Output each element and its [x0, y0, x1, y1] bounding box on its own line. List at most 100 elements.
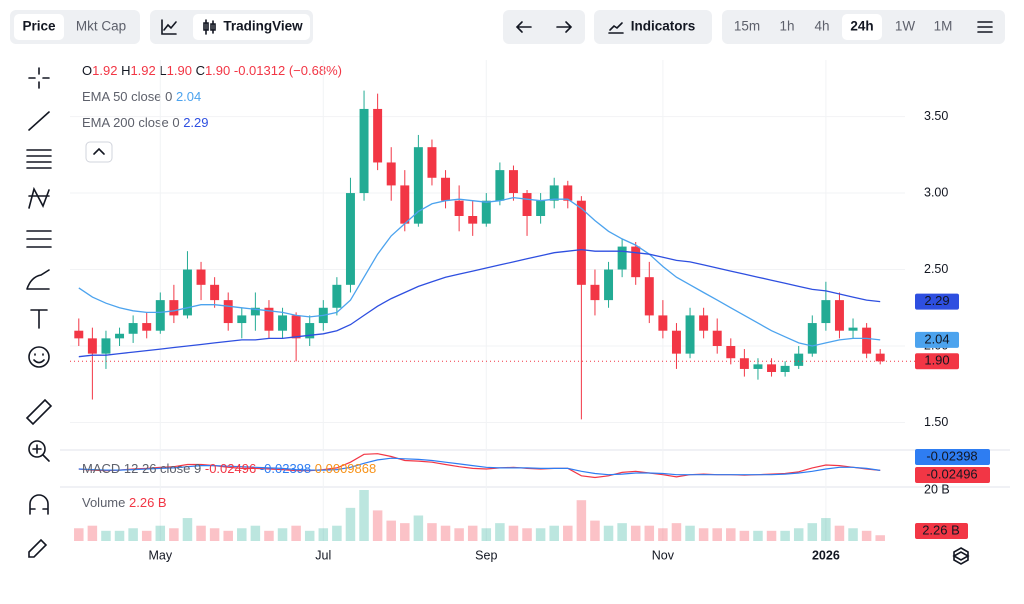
candle-body — [278, 315, 288, 331]
ema50-name: EMA 50 close 0 — [82, 89, 172, 104]
interval-button[interactable]: 1W — [895, 19, 916, 34]
interval-selected[interactable] — [842, 14, 882, 40]
volume-bar — [848, 528, 858, 541]
volume-bar — [291, 525, 301, 541]
volume-bar — [467, 525, 478, 541]
trendline-tool[interactable] — [28, 111, 50, 131]
volume-bar — [793, 528, 804, 541]
interval-button[interactable]: 1h — [779, 19, 794, 34]
magnet-tool[interactable] — [29, 494, 49, 515]
candle-body — [780, 365, 790, 372]
volume-bar — [495, 523, 505, 541]
price-label[interactable]: Price — [22, 19, 56, 34]
volume-bar — [698, 528, 709, 541]
indicators-icon — [608, 22, 624, 34]
volume-bar — [196, 525, 206, 541]
settings-icon[interactable] — [977, 21, 993, 33]
volume-bar — [807, 523, 818, 541]
volume-bar — [563, 525, 573, 541]
legend-low: 1.90 — [167, 63, 192, 78]
legend-change-pct: (−0.68%) — [289, 63, 342, 78]
volume-badge — [915, 523, 968, 539]
emoji-tool[interactable] — [28, 346, 50, 368]
ema-line — [78, 248, 881, 358]
interval-button[interactable]: 15m — [734, 19, 760, 34]
candle-body — [644, 277, 654, 316]
volume-value: 2.26 B — [129, 495, 167, 510]
candle-body — [427, 147, 437, 178]
interval-button[interactable]: 24h — [850, 19, 873, 34]
candle-body — [210, 284, 220, 301]
macd-name: MACD 12 26 close 9 — [82, 461, 201, 476]
candle-body — [454, 200, 464, 216]
price-badge — [915, 331, 959, 348]
candle-body — [182, 269, 192, 316]
line-chart-icon[interactable] — [161, 19, 177, 35]
brush-tool[interactable] — [26, 269, 50, 290]
volume-bar — [549, 525, 559, 541]
price-badge-label: 2.04 — [924, 331, 949, 346]
ema200-legend: EMA 200 close 0 2.29 — [82, 115, 209, 130]
tradingview-button[interactable] — [193, 14, 310, 40]
interval-button[interactable]: 4h — [814, 19, 829, 34]
candle-body — [142, 323, 152, 331]
volume-bar — [318, 528, 329, 541]
candle-body — [604, 269, 614, 301]
candle-body — [481, 200, 491, 224]
lock-tool[interactable] — [28, 538, 48, 558]
ruler-tool[interactable] — [25, 398, 53, 426]
candle-body — [631, 246, 641, 278]
pattern-tool[interactable] — [28, 186, 50, 209]
volume-bar — [155, 525, 166, 541]
macd-line — [78, 457, 881, 476]
volume-bar — [671, 523, 682, 541]
macd-value: -0.02496 — [205, 461, 256, 476]
indicators-label[interactable]: Indicators — [631, 19, 696, 34]
candle-body — [699, 315, 709, 331]
candle-body — [413, 147, 423, 224]
legend-close: 1.90 — [205, 63, 230, 78]
candle-body — [508, 170, 518, 194]
candle-icon — [203, 19, 216, 35]
tradingview-label[interactable]: TradingView — [223, 19, 303, 34]
candle-body — [101, 338, 111, 354]
volume-bar — [481, 528, 492, 541]
ema200-name: EMA 200 close 0 — [82, 115, 180, 130]
candle-body — [658, 315, 668, 331]
candle-body — [359, 108, 369, 194]
price-button[interactable] — [14, 14, 64, 40]
redo-icon[interactable] — [556, 21, 573, 33]
collapse-legend[interactable] — [85, 141, 113, 163]
mkt-cap-label[interactable]: Mkt Cap — [76, 19, 126, 34]
fib-tool[interactable] — [26, 149, 52, 169]
candle-body — [767, 364, 777, 372]
volume-bar — [535, 528, 546, 541]
indicators-button[interactable] — [594, 10, 712, 44]
volume-bar — [223, 530, 233, 541]
projection-tool[interactable] — [26, 230, 52, 248]
macd-legend: MACD 12 26 close 9 -0.02496 -0.02398 0.0… — [82, 461, 376, 476]
price-badge-label: 1.90 — [924, 353, 949, 368]
legend-l: L — [159, 63, 166, 78]
interval-button[interactable]: 1M — [934, 19, 953, 34]
volume-bar — [861, 530, 872, 541]
volume-bar — [603, 525, 614, 541]
volume-bar — [169, 528, 179, 541]
axis-settings[interactable] — [952, 547, 970, 565]
x-tick-label: Jul — [315, 548, 331, 562]
candle-body — [753, 364, 763, 369]
zoom-tool[interactable] — [28, 440, 46, 458]
crosshair-tool[interactable] — [28, 67, 50, 89]
indicator-badge-label: -0.02398 — [926, 448, 977, 463]
text-tool[interactable] — [30, 309, 48, 329]
volume-bar — [386, 520, 396, 541]
ema50-legend: EMA 50 close 0 2.04 — [82, 89, 201, 104]
volume-bar — [726, 528, 736, 541]
candle-body — [468, 216, 478, 224]
indicator-badge — [915, 449, 990, 465]
candle-body — [196, 269, 206, 285]
candle-body — [563, 185, 573, 201]
undo-icon[interactable] — [515, 21, 532, 33]
candle-body — [807, 323, 817, 354]
